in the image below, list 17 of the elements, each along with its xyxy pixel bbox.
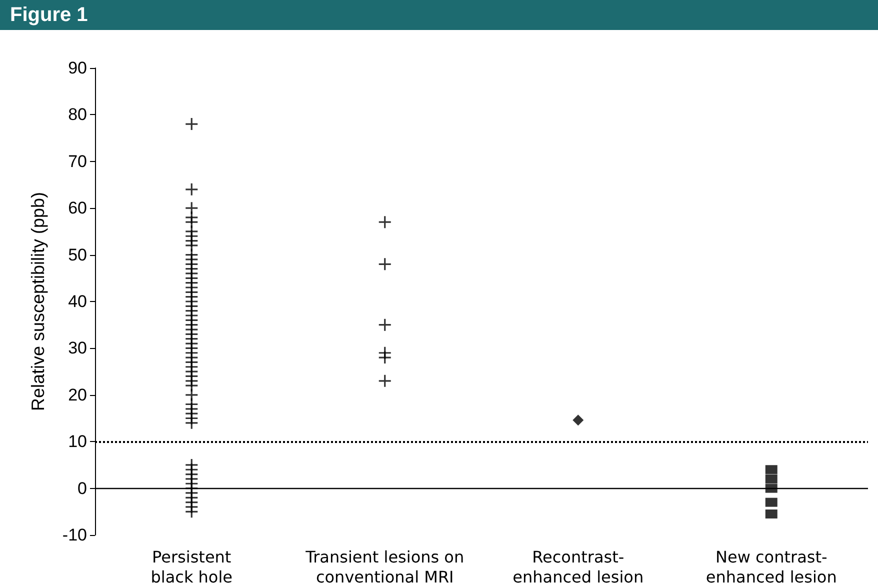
y-tick-label: 0 xyxy=(78,478,87,498)
y-tick-label: -10 xyxy=(62,526,87,544)
x-tick-label: Recontrast- enhanced lesion xyxy=(512,548,644,586)
x-tick-label: New contrast- enhanced lesion xyxy=(706,548,837,586)
y-axis-title: Relative susceptibility (ppb) xyxy=(28,192,48,412)
y-tick-label: 30 xyxy=(68,338,87,358)
x-tick-label: Transient lesions on conventional MRI xyxy=(304,548,464,586)
y-tick-label: 90 xyxy=(68,58,87,78)
y-tick-label: 70 xyxy=(68,152,87,171)
y-tick-label: 10 xyxy=(68,432,87,452)
y-tick-label: 20 xyxy=(68,385,87,404)
y-tick-label: 50 xyxy=(68,245,87,264)
chart-title: Figure 1 xyxy=(0,0,878,30)
y-tick-label: 60 xyxy=(68,198,87,218)
x-tick-label: Persistent black hole xyxy=(150,548,233,586)
y-tick-label: 80 xyxy=(68,105,87,124)
y-tick-label: 40 xyxy=(68,292,87,311)
